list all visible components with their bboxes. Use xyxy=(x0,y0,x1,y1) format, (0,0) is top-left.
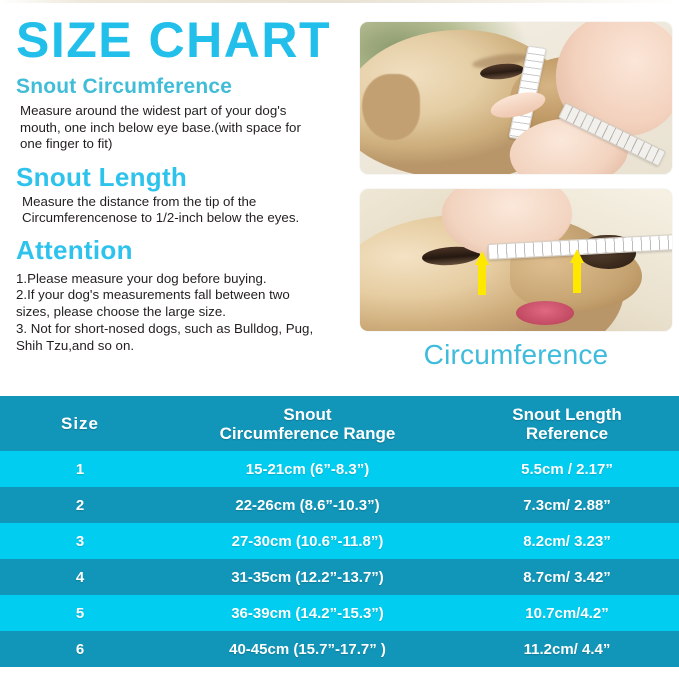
cell-length: 5.5cm / 2.17” xyxy=(521,460,613,478)
column-header-circumference-range: Snout Circumference Range xyxy=(160,396,455,451)
table-row: 4 31-35cm (12.2”-13.7”) 8.7cm/ 3.42” xyxy=(0,559,679,595)
cell-circumference: 27-30cm (10.6”-11.8”) xyxy=(231,532,384,550)
table-header-row: Size Snout Circumference Range Snout Len… xyxy=(0,396,679,451)
attention-note-1: 1.Please measure your dog before buying. xyxy=(16,270,267,286)
photo-caption-circumference: Circumference xyxy=(423,339,609,370)
photo-snout-side-profile xyxy=(360,189,672,331)
cell-size: 2 xyxy=(75,496,85,514)
table-row: 6 40-45cm (15.7”-17.7” ) 11.2cm/ 4.4” xyxy=(0,631,679,667)
column-header-length-line1: Snout Length xyxy=(512,404,622,424)
column-header-length-line2: Reference xyxy=(525,423,609,443)
cell-circumference: 31-35cm (12.2”-13.7”) xyxy=(231,568,384,586)
cell-circumference: 15-21cm (6”-8.3”) xyxy=(245,460,370,478)
cell-length: 8.7cm/ 3.42” xyxy=(523,568,611,586)
cell-size: 1 xyxy=(75,460,85,478)
photo-column: Circumference xyxy=(360,22,672,371)
column-header-circumference-line2: Circumference Range xyxy=(219,423,396,443)
attention-note-3: 3. Not for short-nosed dogs, such as Bul… xyxy=(16,320,317,353)
section-heading-snout-circumference: Snout Circumference xyxy=(16,75,233,98)
top-edge-divider xyxy=(0,0,679,3)
cell-size: 6 xyxy=(75,640,85,658)
section-body-snout-circumference: Measure around the widest part of your d… xyxy=(20,103,301,151)
cell-circumference: 22-26cm (8.6”-10.3”) xyxy=(235,496,380,514)
size-table: Size Snout Circumference Range Snout Len… xyxy=(0,396,679,667)
table-row: 5 36-39cm (14.2”-15.3”) 10.7cm/4.2” xyxy=(0,595,679,631)
cell-length: 11.2cm/ 4.4” xyxy=(523,640,611,658)
attention-note-2: 2.If your dog's measurements fall betwee… xyxy=(16,287,294,320)
table-row: 3 27-30cm (10.6”-11.8”) 8.2cm/ 3.23” xyxy=(0,523,679,559)
cell-size: 4 xyxy=(75,568,85,586)
cell-circumference: 36-39cm (14.2”-15.3”) xyxy=(231,604,384,622)
instructions-column: SIZE CHART Snout Circumference Measure a… xyxy=(0,12,352,392)
cell-length: 8.2cm/ 3.23” xyxy=(523,532,611,550)
dog-ear-shape xyxy=(362,74,420,140)
arrow-up-icon-right xyxy=(570,249,584,293)
table-body: 1 15-21cm (6”-8.3”) 5.5cm / 2.17” 2 22-2… xyxy=(0,451,679,667)
column-header-size: Size xyxy=(60,414,100,433)
cell-size: 3 xyxy=(75,532,85,550)
cell-circumference: 40-45cm (15.7”-17.7” ) xyxy=(229,640,386,658)
cell-length: 10.7cm/4.2” xyxy=(525,604,609,622)
dog-tongue-shape xyxy=(516,301,574,325)
cell-size: 5 xyxy=(75,604,85,622)
table-row: 2 22-26cm (8.6”-10.3”) 7.3cm/ 2.88” xyxy=(0,487,679,523)
arrow-up-icon-left xyxy=(475,251,489,295)
cell-length: 7.3cm/ 2.88” xyxy=(523,496,611,514)
section-heading-snout-length: Snout Length xyxy=(16,161,188,192)
table-row: 1 15-21cm (6”-8.3”) 5.5cm / 2.17” xyxy=(0,451,679,487)
page-title: SIZE CHART xyxy=(16,12,331,68)
table-header: Size Snout Circumference Range Snout Len… xyxy=(0,396,679,451)
section-body-snout-length: Measure the distance from the tip of the… xyxy=(22,193,300,226)
column-header-circumference-line1: Snout xyxy=(283,404,332,424)
section-heading-attention: Attention xyxy=(16,234,133,265)
photo-snout-circumference-measure xyxy=(360,22,672,174)
column-header-snout-length-reference: Snout Length Reference xyxy=(455,396,679,451)
attention-notes-list: 1.Please measure your dog before buying.… xyxy=(16,271,316,355)
